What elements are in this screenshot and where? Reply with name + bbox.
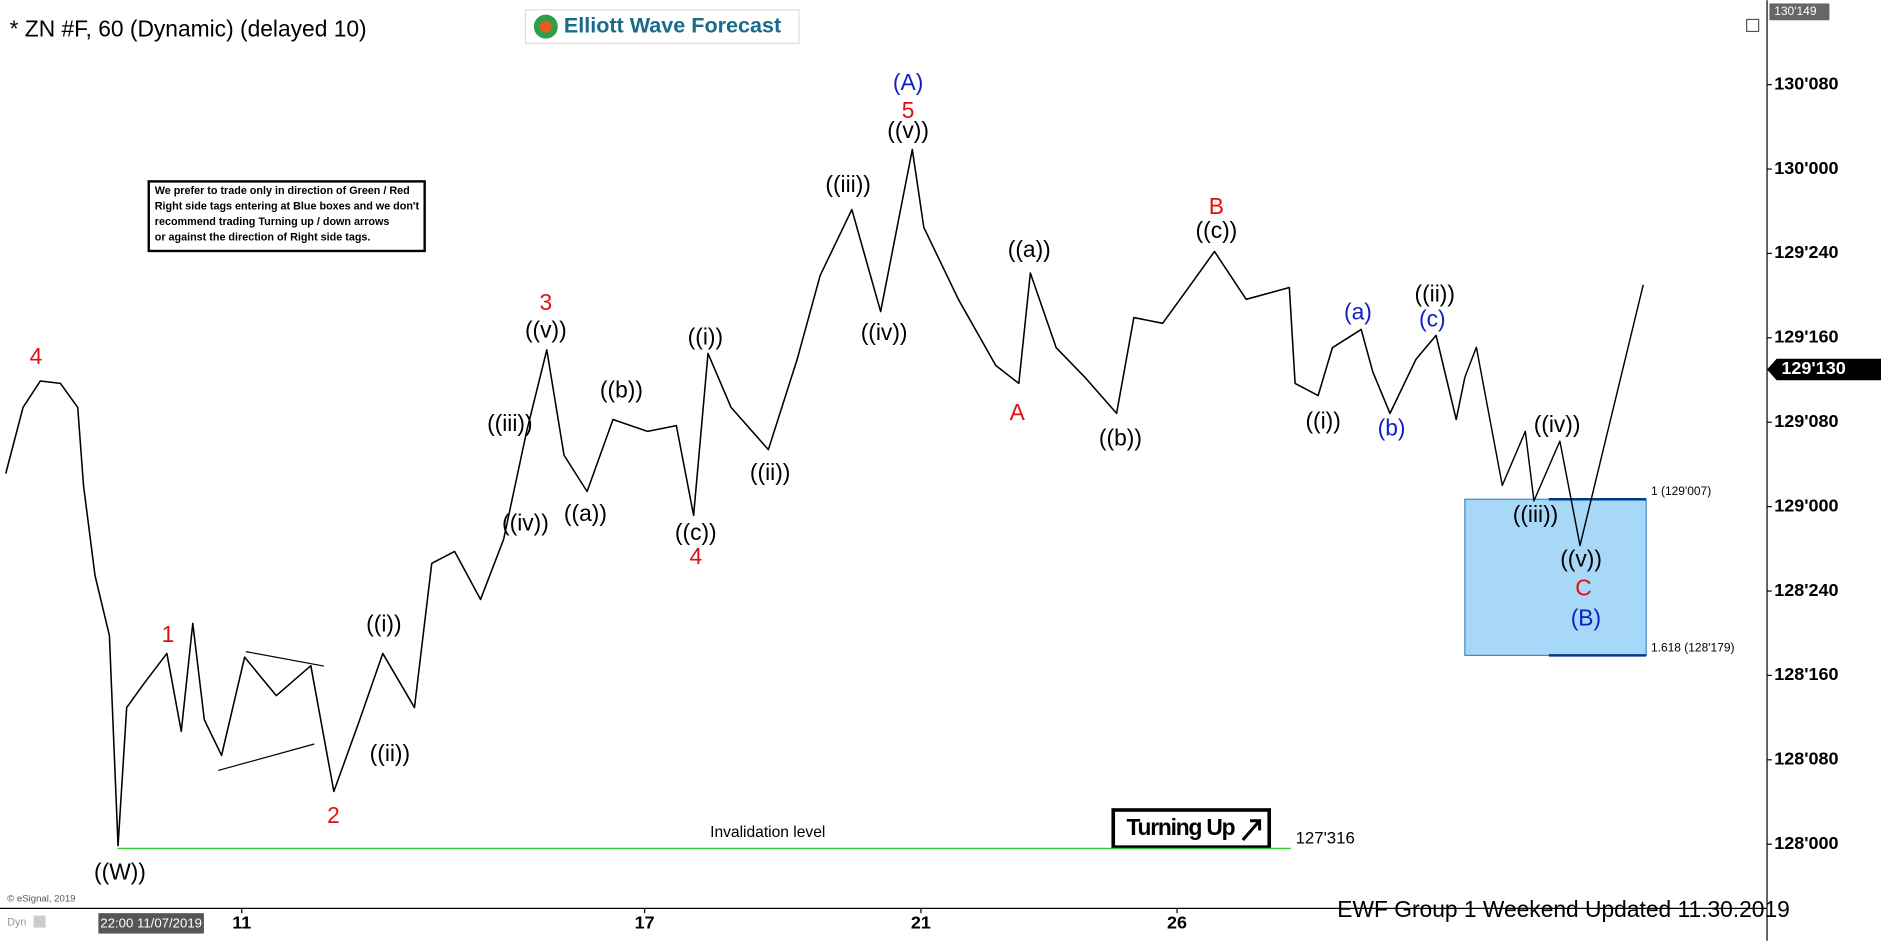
note-line: Right side tags entering at Blue boxes a… <box>155 200 420 212</box>
scroll-icon <box>33 915 46 928</box>
window-icon <box>1746 18 1760 33</box>
x-tick-label: 17 <box>635 913 655 933</box>
note-line: or against the direction of Right side t… <box>155 232 371 244</box>
wave-label: ((i)) <box>366 610 401 636</box>
wave-label: ((iii)) <box>825 171 871 197</box>
x-tick-label: 11 <box>232 913 251 933</box>
projection-line <box>1464 284 1644 547</box>
wave-label: (B) <box>1571 604 1601 630</box>
turning-badge: Turning Up <box>1111 808 1271 849</box>
wave-label: ((v)) <box>1560 545 1602 571</box>
logo-box <box>524 9 800 45</box>
x-tick-label: 26 <box>1167 913 1187 933</box>
copyright: © eSignal, 2019 <box>7 893 75 904</box>
wave-label: ((ii)) <box>370 740 410 766</box>
note-line: recommend trading Turning up / down arro… <box>155 216 390 228</box>
y-tick-label: 129'080 <box>1774 411 1838 431</box>
wave-label: ((iii)) <box>487 410 533 436</box>
wave-label: ((a)) <box>564 500 607 526</box>
wave-label: ((b)) <box>1099 424 1142 450</box>
wave-label: 4 <box>30 343 43 369</box>
wave-label: ((c)) <box>1196 217 1238 243</box>
wave-label: (b) <box>1378 415 1406 441</box>
logo-icon-inner <box>539 20 552 33</box>
wave-label: ((iii)) <box>1513 501 1559 527</box>
price-line <box>5 148 1466 847</box>
target-label: 1.618 (128'179) <box>1651 640 1735 654</box>
wave-label: ((i)) <box>1305 408 1340 434</box>
invalidation-value: 127'316 <box>1296 828 1355 847</box>
note-border <box>147 180 426 253</box>
target-label: 1 (129'007) <box>1651 484 1711 498</box>
corner-label: Dyn <box>7 917 26 929</box>
y-tick-label: 128'000 <box>1774 833 1838 853</box>
wave-label: C <box>1575 574 1591 600</box>
wave-label: ((iv)) <box>502 509 549 535</box>
chart-title: * ZN #F, 60 (Dynamic) (delayed 10) <box>10 15 367 41</box>
y-tick-label: 130'000 <box>1774 158 1838 178</box>
x-tick-label: 21 <box>911 913 931 933</box>
triangle-lines <box>218 651 325 771</box>
trendline <box>245 651 325 667</box>
note-box: We prefer to trade only in direction of … <box>147 180 426 253</box>
wave-label: ((iv)) <box>1534 411 1581 437</box>
wave-label: ((v)) <box>525 316 567 342</box>
y-tick-label: 128'160 <box>1774 664 1838 684</box>
badge-border <box>1111 808 1271 849</box>
note-line: We prefer to trade only in direction of … <box>155 185 410 197</box>
wave-label: (c) <box>1419 306 1446 332</box>
wave-label: (A) <box>893 69 923 95</box>
wave-label: ((c)) <box>675 519 717 545</box>
badge-text: Turning Up <box>1127 814 1235 840</box>
y-tick-label: 128'080 <box>1774 749 1838 769</box>
last-price-tag <box>1767 358 1881 381</box>
wave-label: ((ii)) <box>750 459 790 485</box>
y-tick-label: 130'080 <box>1774 73 1838 93</box>
trendline <box>218 743 315 771</box>
high-tag <box>1769 3 1830 21</box>
wave-label: ((b)) <box>600 376 643 402</box>
last-price-label: 129'130 <box>1781 358 1845 378</box>
cursor-date-box <box>98 913 204 934</box>
footer: EWF Group 1 Weekend Updated 11.30.2019 <box>1337 896 1790 922</box>
y-tick-label: 128'240 <box>1774 580 1838 600</box>
wave-label: B <box>1209 193 1224 219</box>
y-tick-label: 129'160 <box>1774 327 1838 347</box>
high-tag-label: 130'149 <box>1774 4 1817 18</box>
wave-label: ((ii)) <box>1415 280 1455 306</box>
wave-label: 5 <box>902 97 915 123</box>
wave-label: ((a)) <box>1008 236 1051 262</box>
badge-arrow <box>1241 819 1262 841</box>
wave-label: ((v)) <box>887 117 929 143</box>
brand-name: Elliott Wave Forecast <box>564 12 781 37</box>
invalidation-text: Invalidation level <box>710 824 825 841</box>
wave-label: 3 <box>539 289 552 315</box>
wave-label: 2 <box>327 802 340 828</box>
y-tick-label: 129'240 <box>1774 242 1838 262</box>
brand-logo: Elliott Wave Forecast <box>524 9 800 45</box>
wave-label: ((W)) <box>94 859 146 885</box>
wave-label: 1 <box>162 621 175 647</box>
y-tick-label: 129'000 <box>1774 495 1838 515</box>
wave-label: A <box>1010 399 1026 425</box>
wave-label: (a) <box>1344 298 1372 324</box>
wave-label: ((i)) <box>688 324 723 350</box>
wave-label: 4 <box>689 543 702 569</box>
wave-label: ((iv)) <box>861 319 908 345</box>
cursor-date: 22:00 11/07/2019 <box>100 915 202 930</box>
